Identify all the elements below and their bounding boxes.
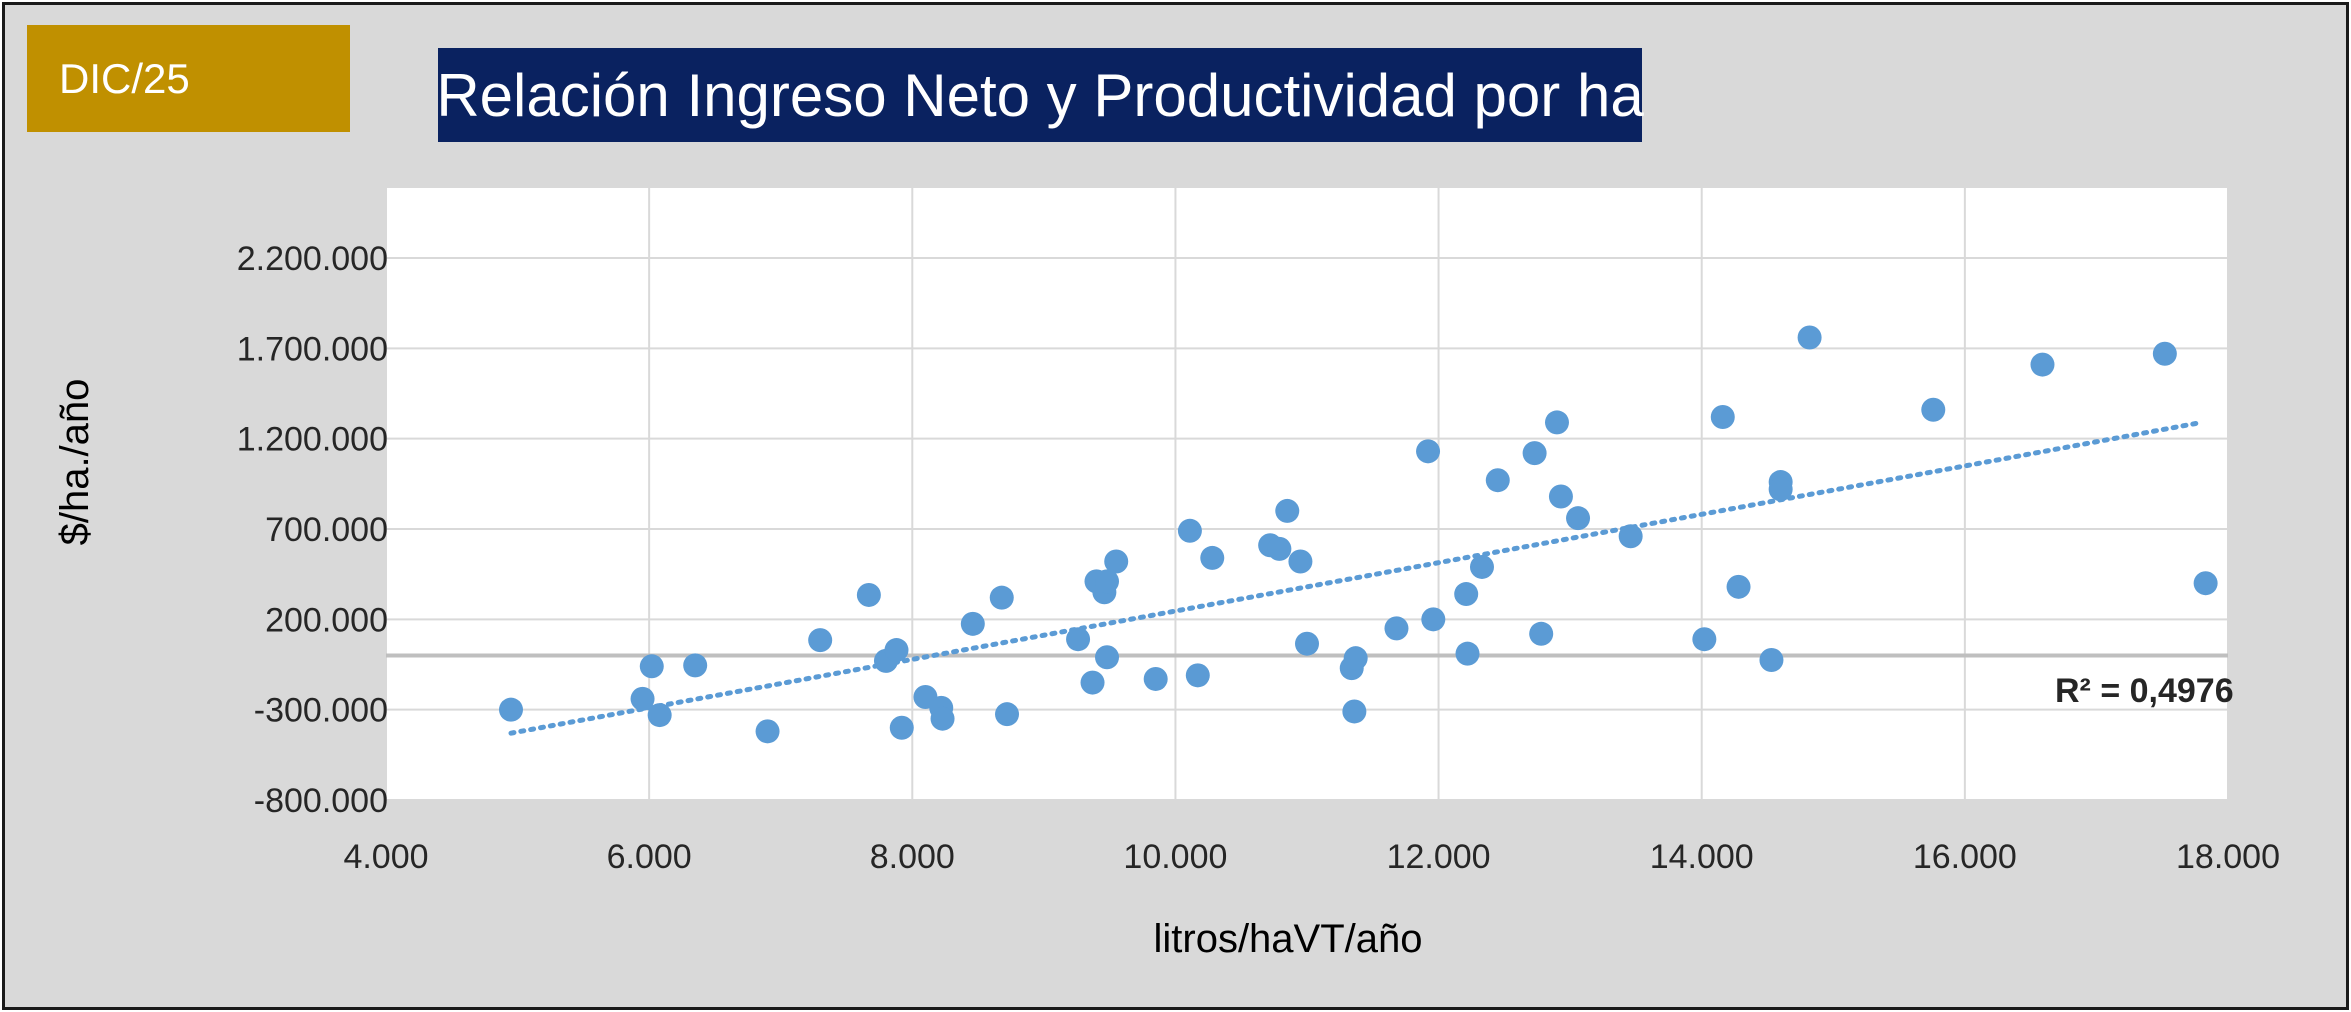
- data-point: [2030, 352, 2055, 377]
- data-point: [1522, 441, 1547, 466]
- date-badge: DIC/25: [27, 25, 350, 132]
- x-tick-label: 16.000: [1913, 838, 2017, 876]
- data-point: [1529, 621, 1554, 646]
- data-point: [1544, 410, 1569, 435]
- y-axis-title: $/ha./año: [53, 379, 97, 546]
- data-point: [1485, 468, 1510, 493]
- data-point: [856, 582, 881, 607]
- chart-title: Relación Ingreso Neto y Productividad po…: [436, 48, 1644, 142]
- y-tick-label: 2.200.000: [237, 240, 388, 278]
- data-point: [1104, 549, 1129, 574]
- x-tick-label: 12.000: [1387, 838, 1491, 876]
- data-point: [1384, 616, 1409, 641]
- data-point: [1275, 498, 1300, 523]
- y-tick-label: -800.000: [254, 782, 388, 820]
- x-tick-label: 4.000: [343, 838, 428, 876]
- y-tick-label: 1.200.000: [237, 421, 388, 459]
- data-point: [889, 715, 914, 740]
- data-point: [1759, 647, 1784, 672]
- data-point: [2152, 341, 2177, 366]
- data-point: [884, 638, 909, 663]
- data-point: [1548, 484, 1573, 509]
- data-point: [1342, 699, 1367, 724]
- data-point: [1267, 536, 1292, 561]
- data-point: [1710, 404, 1735, 429]
- data-point: [1726, 574, 1751, 599]
- data-point: [1295, 631, 1319, 656]
- data-point: [1200, 545, 1225, 570]
- grid-lines: [385, 188, 2229, 801]
- data-points: [498, 325, 2218, 744]
- data-point: [1455, 641, 1480, 666]
- data-point: [1288, 549, 1313, 574]
- data-point: [808, 628, 833, 653]
- trendline: [508, 419, 2205, 736]
- x-axis-title: litros/haVT/año: [1153, 917, 1422, 961]
- x-tick-label: 6.000: [607, 838, 692, 876]
- data-point: [1343, 646, 1368, 671]
- data-point: [1143, 666, 1168, 691]
- y-tick-labels: -800.000 -300.000 200.000 700.000 1.200.000 1…: [237, 240, 388, 820]
- x-tick-label: 18.000: [2176, 838, 2280, 876]
- data-point: [1066, 627, 1091, 652]
- x-tick-label: 8.000: [870, 838, 955, 876]
- data-point: [1921, 397, 1946, 422]
- r-squared-annotation: R² = 0,4976: [2055, 672, 2234, 710]
- data-point: [1185, 663, 1210, 688]
- data-point: [1095, 645, 1120, 670]
- data-point: [1421, 607, 1446, 632]
- data-point: [1797, 325, 1822, 350]
- data-point: [1566, 506, 1591, 531]
- data-point: [647, 703, 672, 728]
- plot-area: [386, 188, 2228, 800]
- trendline-path: [508, 419, 2205, 736]
- data-point: [1177, 518, 1202, 543]
- x-tick-labels: 4.000 6.000 8.000 10.000 12.000 14.000 16.000 1…: [343, 838, 2280, 876]
- x-tick-label: 14.000: [1650, 838, 1754, 876]
- data-point: [683, 653, 708, 678]
- data-point: [1469, 554, 1494, 579]
- data-point: [755, 719, 780, 744]
- data-point: [1454, 582, 1479, 607]
- data-point: [630, 686, 655, 711]
- data-point: [1618, 524, 1643, 549]
- y-tick-label: 700.000: [265, 511, 388, 549]
- data-point: [960, 611, 985, 636]
- data-point: [930, 706, 955, 731]
- data-point: [989, 585, 1014, 610]
- data-point: [639, 654, 664, 679]
- data-point: [1416, 439, 1441, 464]
- y-tick-label: 200.000: [265, 601, 388, 639]
- data-point: [995, 702, 1020, 727]
- y-tick-label: 1.700.000: [237, 330, 388, 368]
- data-point: [1095, 569, 1120, 594]
- data-point: [1768, 477, 1793, 502]
- x-tick-label: 10.000: [1123, 838, 1227, 876]
- data-point: [498, 697, 523, 722]
- data-point: [2193, 571, 2218, 596]
- data-point: [1692, 627, 1717, 652]
- y-tick-label: -300.000: [254, 692, 388, 730]
- data-point: [1080, 670, 1105, 695]
